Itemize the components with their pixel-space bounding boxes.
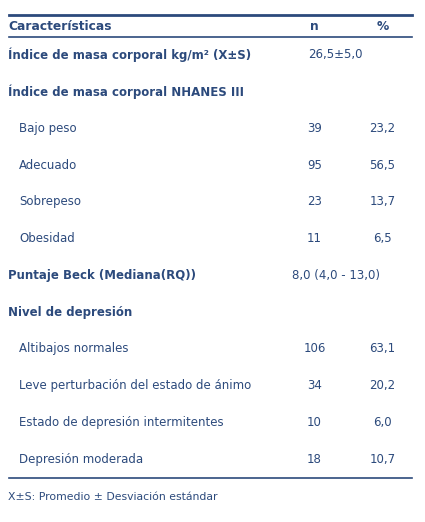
Text: 23,2: 23,2: [369, 122, 396, 135]
Text: 20,2: 20,2: [369, 379, 396, 392]
Text: 23: 23: [307, 195, 322, 208]
Text: Depresión moderada: Depresión moderada: [19, 453, 143, 466]
Text: 63,1: 63,1: [369, 342, 396, 355]
Text: Nivel de depresión: Nivel de depresión: [8, 306, 133, 319]
Text: 56,5: 56,5: [369, 159, 396, 172]
Text: Leve perturbación del estado de ánimo: Leve perturbación del estado de ánimo: [19, 379, 251, 392]
Text: 11: 11: [307, 232, 322, 245]
Text: Altibajos normales: Altibajos normales: [19, 342, 129, 355]
Text: 26,5±5,0: 26,5±5,0: [309, 49, 363, 62]
Text: Sobrepeso: Sobrepeso: [19, 195, 81, 208]
Text: 10: 10: [307, 416, 322, 429]
Text: 39: 39: [307, 122, 322, 135]
Text: 10,7: 10,7: [369, 453, 396, 466]
Text: Obesidad: Obesidad: [19, 232, 75, 245]
Text: 8,0 (4,0 - 13,0): 8,0 (4,0 - 13,0): [292, 269, 380, 282]
Text: Índice de masa corporal NHANES III: Índice de masa corporal NHANES III: [8, 85, 244, 99]
Text: 6,5: 6,5: [373, 232, 392, 245]
Text: Bajo peso: Bajo peso: [19, 122, 77, 135]
Text: n: n: [310, 20, 319, 32]
Text: 106: 106: [303, 342, 326, 355]
Text: Puntaje Beck (Mediana(RQ)): Puntaje Beck (Mediana(RQ)): [8, 269, 196, 282]
Text: Adecuado: Adecuado: [19, 159, 77, 172]
Text: 18: 18: [307, 453, 322, 466]
Text: Estado de depresión intermitentes: Estado de depresión intermitentes: [19, 416, 224, 429]
Text: 95: 95: [307, 159, 322, 172]
Text: 13,7: 13,7: [369, 195, 396, 208]
Text: 6,0: 6,0: [373, 416, 392, 429]
Text: Características: Características: [8, 20, 112, 32]
Text: %: %: [377, 20, 388, 32]
Text: Índice de masa corporal kg/m² (X±S): Índice de masa corporal kg/m² (X±S): [8, 48, 252, 62]
Text: 34: 34: [307, 379, 322, 392]
Text: X±S: Promedio ± Desviación estándar: X±S: Promedio ± Desviación estándar: [8, 492, 218, 502]
